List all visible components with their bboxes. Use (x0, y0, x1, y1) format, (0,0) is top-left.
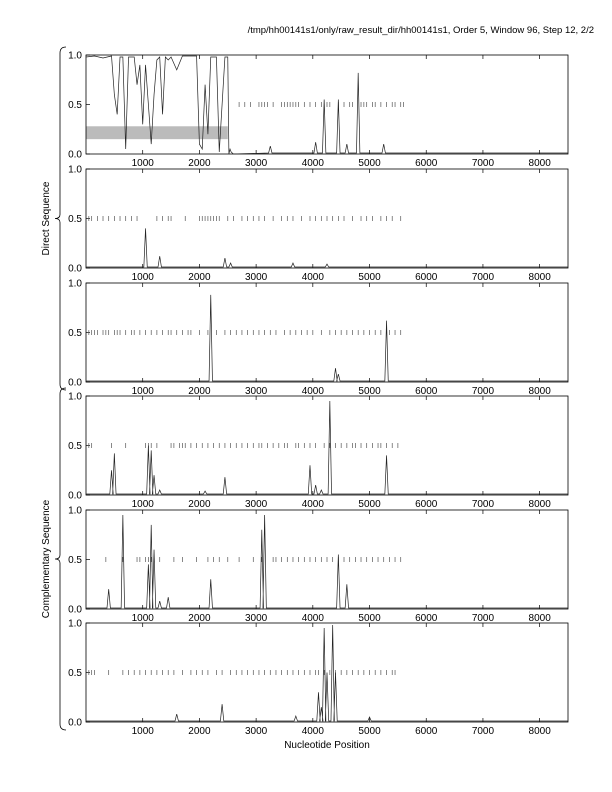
x-tick-label: 1000 (132, 499, 155, 510)
y-tick-label: 1.0 (68, 279, 82, 290)
y-tick-label: 0.5 (68, 555, 82, 566)
group-label: Direct Sequence (41, 181, 52, 255)
threshold-band (86, 126, 228, 140)
y-tick-label: 0.5 (68, 214, 82, 225)
x-tick-label: 4000 (302, 613, 325, 624)
x-tick-label: 8000 (529, 499, 552, 510)
chart-title: /tmp/hh00141s1/only/raw_result_dir/hh001… (247, 25, 594, 36)
x-tick-label: 8000 (529, 158, 552, 169)
coding-potential-line (86, 228, 568, 268)
y-tick-label: 0.0 (68, 264, 82, 275)
x-tick-label: 2000 (188, 158, 211, 169)
x-tick-label: 2000 (188, 272, 211, 283)
x-tick-label: 1000 (132, 386, 155, 397)
x-tick-label: 7000 (472, 272, 495, 283)
y-tick-label: 0.5 (68, 668, 82, 679)
y-tick-label: 0.5 (68, 100, 82, 111)
x-tick-label: 5000 (358, 386, 381, 397)
x-tick-label: 2000 (188, 613, 211, 624)
coding-potential-line (86, 294, 568, 382)
x-tick-label: 4000 (302, 499, 325, 510)
x-tick-label: 1000 (132, 613, 155, 624)
x-tick-label: 7000 (472, 726, 495, 737)
x-tick-label: 3000 (245, 386, 268, 397)
coding-potential-line (86, 624, 568, 722)
x-tick-label: 6000 (415, 386, 438, 397)
x-tick-label: 2000 (188, 386, 211, 397)
x-tick-label: 1000 (132, 158, 155, 169)
y-tick-label: 0.5 (68, 328, 82, 339)
y-tick-label: 0.0 (68, 491, 82, 502)
y-tick-label: 1.0 (68, 165, 82, 176)
x-tick-label: 3000 (245, 613, 268, 624)
y-tick-label: 1.0 (68, 619, 82, 630)
x-tick-label: 3000 (245, 499, 268, 510)
x-tick-label: 4000 (302, 726, 325, 737)
x-tick-label: 6000 (415, 726, 438, 737)
x-axis-label: Nucleotide Position (284, 740, 370, 751)
x-tick-label: 1000 (132, 726, 155, 737)
x-tick-label: 3000 (245, 726, 268, 737)
panel-frame (85, 282, 569, 383)
group-brace (54, 387, 67, 731)
x-tick-label: 3000 (245, 158, 268, 169)
y-tick-label: 0.0 (68, 605, 82, 616)
y-tick-label: 1.0 (68, 506, 82, 517)
x-tick-label: 5000 (358, 499, 381, 510)
y-tick-label: 1.0 (68, 392, 82, 403)
y-tick-label: 0.0 (68, 150, 82, 161)
x-tick-label: 7000 (472, 613, 495, 624)
x-tick-label: 1000 (132, 272, 155, 283)
coding-potential-line (86, 400, 568, 495)
x-tick-label: 5000 (358, 726, 381, 737)
x-tick-label: 4000 (302, 158, 325, 169)
group-label: Complementary Sequence (41, 499, 52, 618)
group-brace (54, 46, 67, 391)
x-tick-label: 4000 (302, 272, 325, 283)
coding-potential-line (86, 514, 568, 609)
y-tick-label: 0.5 (68, 441, 82, 452)
x-tick-label: 5000 (358, 158, 381, 169)
x-tick-label: 6000 (415, 272, 438, 283)
x-tick-label: 2000 (188, 726, 211, 737)
y-tick-label: 0.0 (68, 378, 82, 389)
x-tick-label: 3000 (245, 272, 268, 283)
y-tick-label: 1.0 (68, 51, 82, 62)
panel-frame (85, 395, 569, 496)
x-tick-label: 8000 (529, 272, 552, 283)
x-tick-label: 5000 (358, 613, 381, 624)
coding-potential-line (85, 55, 568, 155)
x-tick-label: 7000 (472, 499, 495, 510)
x-tick-label: 6000 (415, 613, 438, 624)
x-tick-label: 5000 (358, 272, 381, 283)
x-tick-label: 8000 (529, 726, 552, 737)
x-tick-label: 7000 (472, 158, 495, 169)
x-tick-label: 7000 (472, 386, 495, 397)
x-tick-label: 8000 (529, 386, 552, 397)
x-tick-label: 6000 (415, 158, 438, 169)
x-tick-label: 6000 (415, 499, 438, 510)
y-tick-label: 0.0 (68, 718, 82, 729)
x-tick-label: 8000 (529, 613, 552, 624)
x-tick-label: 2000 (188, 499, 211, 510)
x-tick-label: 4000 (302, 386, 325, 397)
